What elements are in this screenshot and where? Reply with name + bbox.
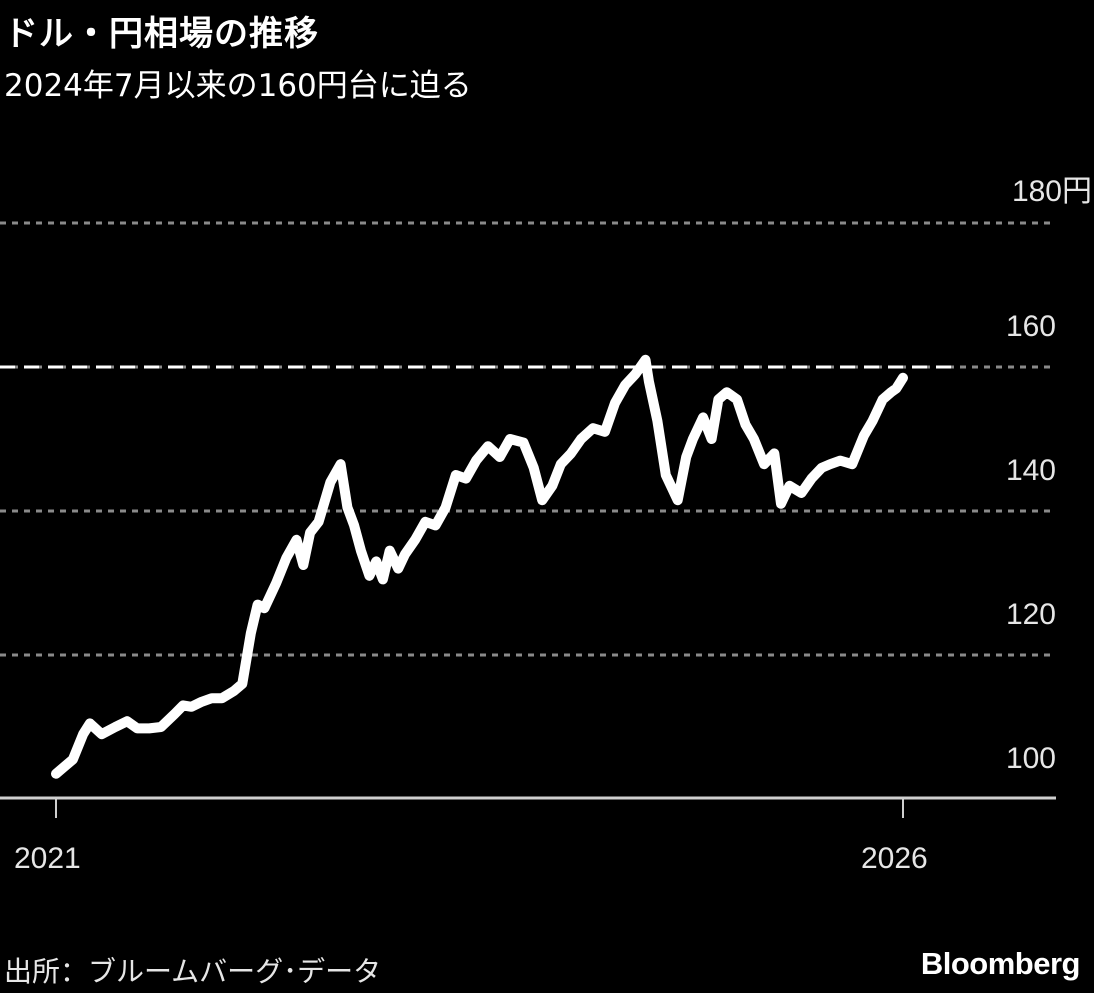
y-tick-label-160: 160 — [1005, 310, 1056, 343]
usd-jpy-line — [51, 354, 908, 779]
y-tick-label-140: 140 — [1005, 454, 1056, 487]
y-tick-label-180: 180円 — [1011, 175, 1092, 208]
gridlines — [0, 221, 1056, 657]
chart-title: ドル・円相場の推移 — [4, 14, 319, 54]
source-note: 出所：ブルームバーグ･データ — [4, 955, 382, 988]
x-tick-label-2021: 2021 — [14, 842, 81, 875]
bloomberg-logo: Bloomberg — [920, 946, 1081, 981]
x-tick-label-2026: 2026 — [861, 842, 928, 875]
y-tick-label-100: 100 — [1005, 742, 1056, 775]
y-tick-label-120: 120 — [1005, 598, 1056, 631]
chart-subtitle: 2024年7月以来の160円台に迫る — [4, 68, 472, 104]
